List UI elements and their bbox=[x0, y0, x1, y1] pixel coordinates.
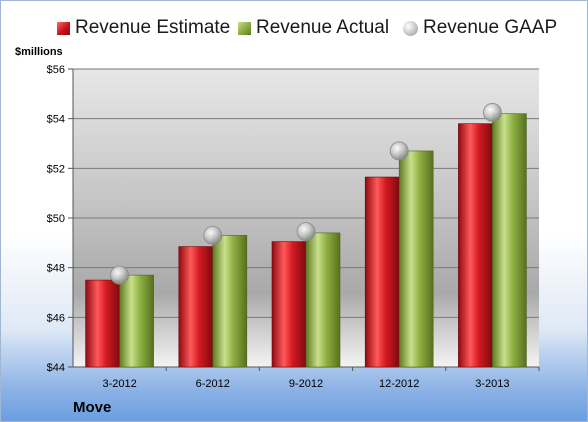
legend-item-actual: Revenue Actual bbox=[238, 17, 389, 39]
bar-revenue-actual bbox=[492, 113, 527, 368]
y-tick-label: $54 bbox=[47, 114, 65, 126]
x-tick-label: 6-2012 bbox=[196, 378, 230, 390]
y-tick-label: $52 bbox=[47, 163, 65, 175]
bar-revenue-actual bbox=[119, 274, 154, 368]
y-tick-label: $48 bbox=[47, 263, 65, 275]
x-tick-label: 3-2012 bbox=[102, 378, 136, 390]
marker-revenue-gaap bbox=[482, 103, 502, 122]
legend-swatch-actual bbox=[238, 21, 251, 35]
bar-revenue-actual bbox=[398, 150, 434, 368]
bar-revenue-actual bbox=[212, 235, 248, 368]
y-tick-label: $46 bbox=[47, 312, 65, 324]
legend-marker-gaap bbox=[403, 20, 418, 36]
legend-item-gaap: Revenue GAAP bbox=[403, 17, 557, 39]
x-tick-label: 12-2012 bbox=[379, 378, 419, 390]
x-tick-label: 3-2013 bbox=[475, 378, 509, 390]
marker-revenue-gaap bbox=[110, 265, 129, 285]
y-tick-label: $50 bbox=[47, 213, 65, 225]
bar-revenue-estimate bbox=[271, 241, 307, 368]
marker-revenue-gaap bbox=[296, 222, 316, 242]
marker-revenue-gaap bbox=[389, 141, 409, 161]
legend-item-estimate: Revenue Estimate bbox=[57, 17, 230, 39]
legend-swatch-estimate bbox=[57, 21, 70, 35]
bar-revenue-estimate bbox=[364, 176, 400, 368]
bar-revenue-estimate bbox=[458, 123, 493, 368]
y-tick-label: $56 bbox=[47, 64, 65, 76]
marker-revenue-gaap bbox=[203, 225, 223, 245]
y-axis-unit-label: $millions bbox=[15, 46, 63, 58]
y-tick-label: $44 bbox=[47, 362, 65, 374]
x-tick-label: 9-2012 bbox=[289, 378, 323, 390]
company-name: Move bbox=[73, 399, 112, 416]
bar-revenue-estimate bbox=[85, 279, 120, 368]
legend-label-estimate: Revenue Estimate bbox=[75, 17, 231, 38]
legend-label-actual: Revenue Actual bbox=[256, 17, 390, 38]
bar-revenue-actual bbox=[305, 232, 341, 368]
legend: Revenue Estimate Revenue Actual Revenue … bbox=[1, 15, 587, 45]
legend-label-gaap: Revenue GAAP bbox=[423, 17, 558, 38]
bar-revenue-estimate bbox=[178, 246, 214, 368]
